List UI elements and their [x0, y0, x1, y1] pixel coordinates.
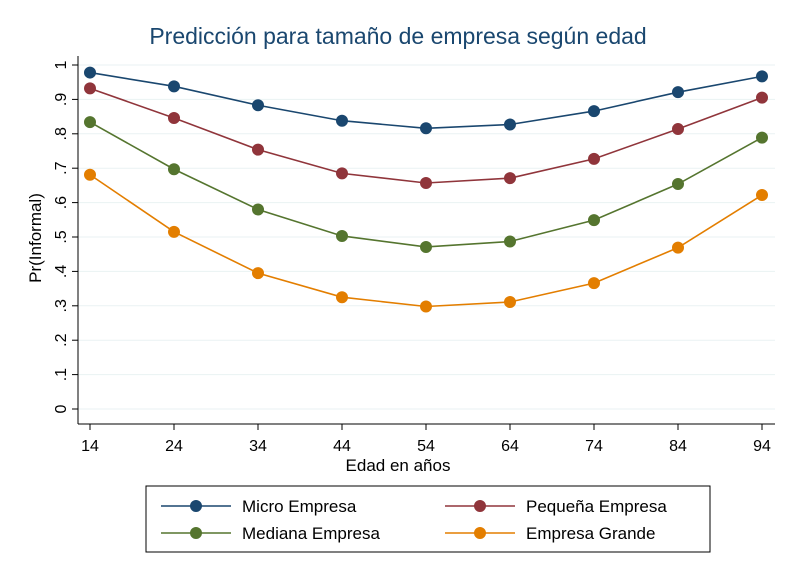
legend-label: Empresa Grande [526, 524, 655, 543]
y-tick-label: .7 [53, 161, 70, 174]
data-point [504, 172, 516, 185]
y-tick-label: .6 [53, 196, 70, 209]
data-point [84, 66, 96, 79]
legend-marker [190, 527, 202, 539]
data-point [84, 116, 96, 129]
data-point [756, 91, 768, 104]
data-point [588, 277, 600, 290]
data-point [168, 225, 180, 238]
data-point [252, 143, 264, 156]
x-tick-label: 74 [585, 438, 603, 455]
data-point [420, 240, 432, 253]
x-tick-label: 54 [417, 438, 435, 455]
data-point [336, 114, 348, 127]
legend-marker [474, 500, 486, 512]
x-axis-label: Edad en años [346, 456, 451, 475]
data-point [420, 122, 432, 135]
data-point [504, 235, 516, 248]
y-axis-label: Pr(Informal) [26, 193, 45, 283]
data-point [336, 167, 348, 180]
y-tick-label: 1 [53, 60, 70, 69]
y-tick-label: .5 [53, 230, 70, 243]
y-tick-label: .4 [53, 265, 70, 278]
data-point [168, 80, 180, 93]
axes: 0 .1 .2 .3 .4 .5 .6 .7 .8 .9 1 14 24 34 44 54 64 74 84 94 [53, 56, 775, 455]
data-point [504, 296, 516, 309]
data-point [672, 241, 684, 254]
data-point [252, 203, 264, 216]
data-point [252, 267, 264, 280]
y-tick-label: .3 [53, 299, 70, 312]
data-point [336, 229, 348, 242]
x-tick-label: 44 [333, 438, 351, 455]
legend-label: Mediana Empresa [242, 524, 381, 543]
data-point [672, 122, 684, 135]
data-point [588, 105, 600, 118]
legend-box [145, 485, 711, 553]
data-point [336, 291, 348, 304]
data-point [504, 118, 516, 131]
data-point [756, 70, 768, 83]
series-group [84, 66, 768, 313]
legend-label: Micro Empresa [242, 497, 357, 516]
x-tick-label: 14 [81, 438, 99, 455]
legend-marker [474, 527, 486, 539]
legend-label: Pequeña Empresa [526, 497, 667, 516]
data-point [84, 168, 96, 181]
plot-area [78, 56, 775, 424]
data-point [588, 214, 600, 227]
chart-title: Predicción para tamaño de empresa según … [149, 23, 646, 49]
x-tick-label: 64 [501, 438, 519, 455]
y-tick-label: .8 [53, 127, 70, 140]
data-point [756, 131, 768, 144]
data-point [252, 99, 264, 112]
x-tick-label: 34 [249, 438, 267, 455]
x-tick-label: 94 [753, 438, 771, 455]
data-point [672, 178, 684, 191]
data-point [672, 86, 684, 99]
data-point [588, 152, 600, 165]
y-tick-label: .9 [53, 93, 70, 106]
data-point [84, 82, 96, 95]
y-tick-label: 0 [53, 404, 70, 413]
legend-marker [190, 500, 202, 512]
x-tick-label: 24 [165, 438, 183, 455]
y-tick-label: .1 [53, 368, 70, 381]
data-point [756, 189, 768, 202]
data-point [168, 163, 180, 176]
x-tick-label: 84 [669, 438, 687, 455]
y-tick-label: .2 [53, 333, 70, 346]
data-point [420, 176, 432, 189]
legend: Micro Empresa Pequeña Empresa Mediana Empr… [145, 485, 711, 553]
data-point [420, 300, 432, 313]
data-point [168, 111, 180, 124]
